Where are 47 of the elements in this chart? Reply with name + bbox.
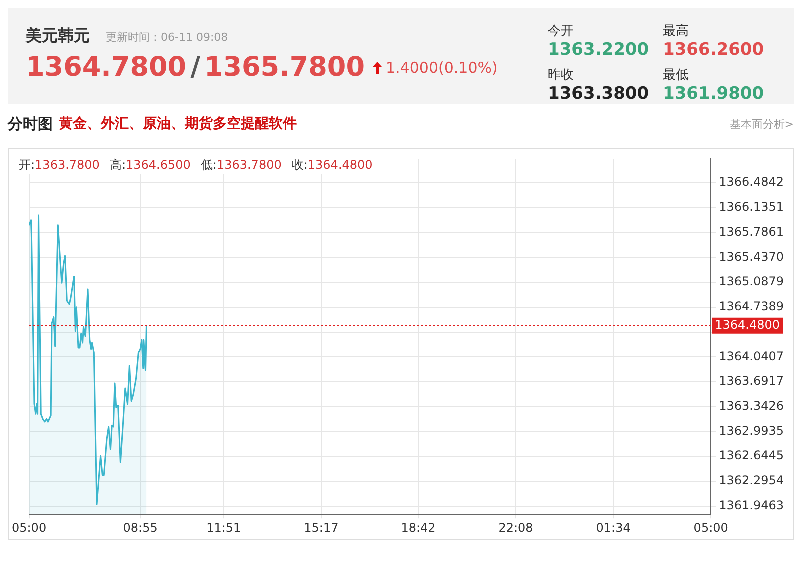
text: 最低	[663, 67, 690, 84]
text: 昨收	[548, 67, 575, 84]
x-tick-label: 05:00	[694, 520, 728, 535]
x-tick-label: 18:42	[401, 520, 436, 535]
annotation: 1363.7800	[35, 158, 100, 172]
x-tick-label: 05:00	[12, 520, 47, 535]
annotation: 开:	[19, 158, 36, 172]
x-tick-label: 01:34	[596, 520, 631, 535]
text: 基本面分析>	[730, 116, 794, 132]
y-tick-label: 1361.9463	[719, 498, 784, 512]
annotation: 收:	[292, 158, 308, 172]
y-tick-label: 1362.2954	[719, 474, 784, 488]
annotation: 1364.6500	[126, 158, 191, 172]
text: 今开	[548, 23, 575, 40]
y-tick-label: 1366.1351	[719, 200, 784, 214]
annotation: 1363.7800	[216, 158, 282, 172]
y-tick-label: 1363.3426	[719, 398, 784, 413]
text: 1.4000(0.10%)	[386, 58, 498, 76]
text: 分时图	[8, 114, 53, 134]
text: 1365.7800	[204, 52, 365, 83]
y-tick-label: 1365.4370	[719, 250, 784, 264]
x-tick-label: 22:08	[498, 520, 534, 535]
y-tick-label: 1365.7861	[719, 224, 784, 239]
text: 最高	[663, 23, 690, 40]
text: 1364.7800	[26, 52, 187, 83]
chart-title: 美元韩元	[26, 26, 90, 47]
y-tick-label: 1362.9935	[719, 424, 784, 438]
annotation: 高:	[110, 158, 126, 172]
x-tick-label: 11:51	[206, 520, 242, 535]
annotation: 低:	[200, 158, 217, 172]
y-tick-label: 1362.6445	[719, 448, 784, 463]
chart-subtitle: 更新时间：06-11 09:08	[106, 30, 228, 45]
y-tick-label: 1364.7389	[719, 300, 784, 314]
text: /	[190, 52, 200, 83]
y-tick-label: 1364.0407	[719, 349, 784, 364]
text: 1361.9800	[663, 84, 766, 104]
ref-line-label: 1364.4800	[715, 318, 780, 332]
y-tick-label: 1363.6917	[719, 374, 784, 388]
y-tick-label: 1366.4842	[719, 175, 784, 190]
text: 1366.2600	[663, 40, 766, 60]
text: 黄金、外汇、原油、期货多空提醒软件	[59, 115, 297, 133]
x-tick-label: 15:17	[304, 520, 339, 535]
annotation: 1364.4800	[308, 158, 373, 172]
text: 1363.2200	[548, 40, 650, 60]
y-tick-label: 1365.0879	[719, 274, 784, 289]
text: 1363.3800	[548, 84, 650, 104]
x-tick-label: 08:55	[123, 520, 158, 535]
